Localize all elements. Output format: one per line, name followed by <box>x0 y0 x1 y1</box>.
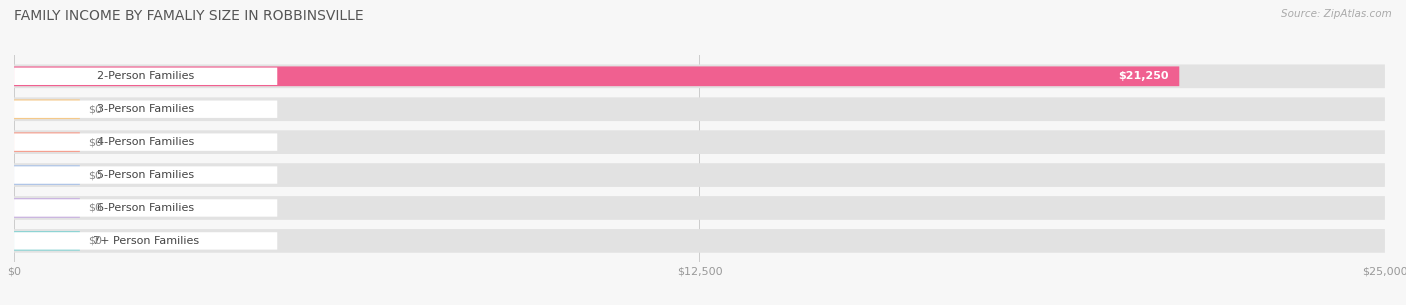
FancyBboxPatch shape <box>14 134 277 151</box>
Text: 2-Person Families: 2-Person Families <box>97 71 194 81</box>
Text: $0: $0 <box>89 137 103 147</box>
FancyBboxPatch shape <box>14 66 1180 86</box>
Text: $0: $0 <box>89 170 103 180</box>
FancyBboxPatch shape <box>14 132 80 152</box>
FancyBboxPatch shape <box>14 163 1385 187</box>
Text: 5-Person Families: 5-Person Families <box>97 170 194 180</box>
Text: $21,250: $21,250 <box>1118 71 1168 81</box>
FancyBboxPatch shape <box>14 165 80 185</box>
FancyBboxPatch shape <box>14 198 80 218</box>
Text: $0: $0 <box>89 236 103 246</box>
FancyBboxPatch shape <box>14 231 80 251</box>
Text: 4-Person Families: 4-Person Families <box>97 137 194 147</box>
Text: $0: $0 <box>89 104 103 114</box>
FancyBboxPatch shape <box>14 64 1385 88</box>
FancyBboxPatch shape <box>14 68 277 85</box>
FancyBboxPatch shape <box>14 101 277 118</box>
FancyBboxPatch shape <box>14 229 1385 253</box>
Text: FAMILY INCOME BY FAMALIY SIZE IN ROBBINSVILLE: FAMILY INCOME BY FAMALIY SIZE IN ROBBINS… <box>14 9 364 23</box>
FancyBboxPatch shape <box>14 199 277 217</box>
Text: 6-Person Families: 6-Person Families <box>97 203 194 213</box>
FancyBboxPatch shape <box>14 196 1385 220</box>
FancyBboxPatch shape <box>14 99 80 119</box>
FancyBboxPatch shape <box>14 232 277 249</box>
FancyBboxPatch shape <box>14 97 1385 121</box>
Text: Source: ZipAtlas.com: Source: ZipAtlas.com <box>1281 9 1392 19</box>
FancyBboxPatch shape <box>14 166 277 184</box>
Text: $0: $0 <box>89 203 103 213</box>
Text: 7+ Person Families: 7+ Person Families <box>93 236 198 246</box>
FancyBboxPatch shape <box>14 130 1385 154</box>
Text: 3-Person Families: 3-Person Families <box>97 104 194 114</box>
